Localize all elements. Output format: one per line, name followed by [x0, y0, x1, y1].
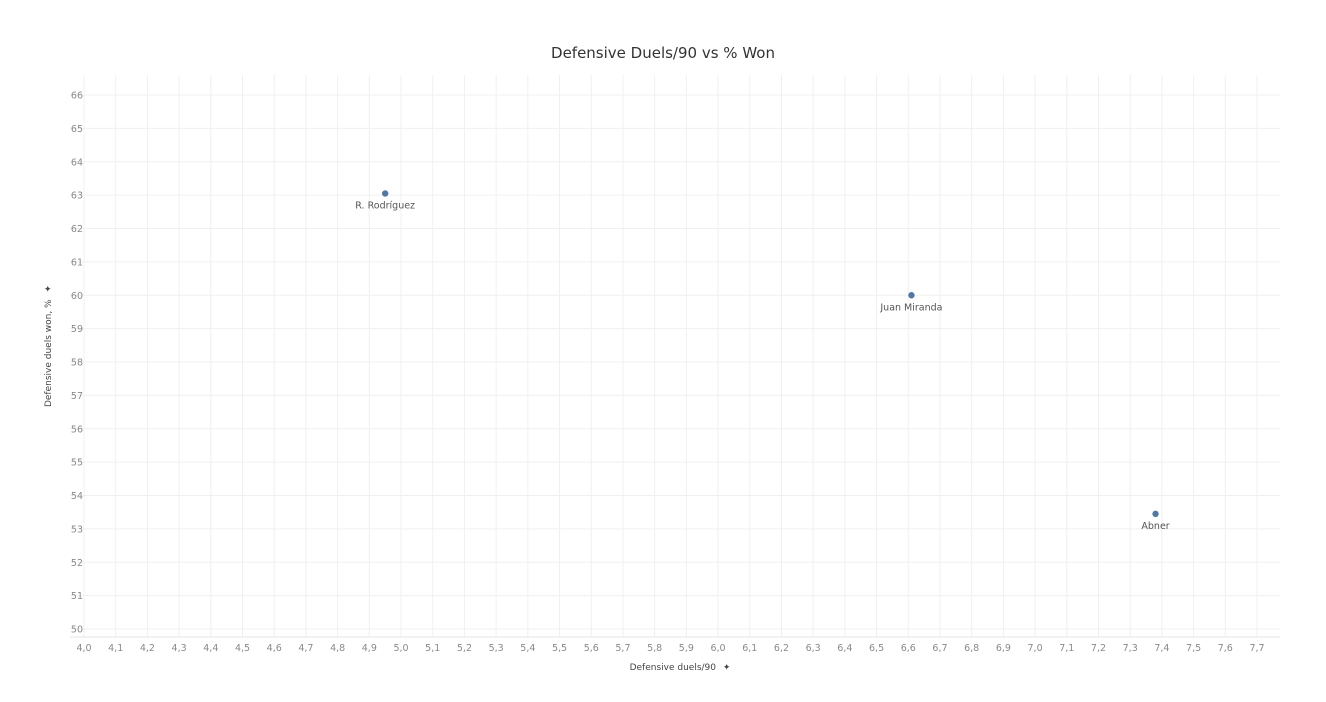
x-tick-label: 4,9	[362, 643, 377, 654]
y-tick-label: 54	[71, 491, 83, 502]
y-axis-label-marker: ✦	[44, 285, 54, 293]
x-tick-label: 7,6	[1218, 643, 1233, 654]
x-tick-label: 6,1	[742, 643, 757, 654]
y-tick-label: 63	[71, 191, 83, 202]
y-tick-label: 62	[71, 224, 83, 235]
data-points: R. Rodríguez Juan Miranda Abner	[355, 190, 1170, 532]
x-tick-label: 4,2	[140, 643, 155, 654]
x-tick-label: 6,6	[901, 643, 916, 654]
y-tick-label: 53	[71, 524, 83, 535]
y-tick-label: 66	[71, 91, 83, 102]
x-tick-label: 6,8	[964, 643, 979, 654]
x-tick-label: 7,0	[1028, 643, 1043, 654]
x-tick-label: 5,2	[457, 643, 472, 654]
x-tick-label: 6,5	[869, 643, 884, 654]
x-tick-label: 6,0	[710, 643, 725, 654]
x-tick-label: 4,6	[267, 643, 282, 654]
chart-title: Defensive Duels/90 vs % Won	[551, 44, 775, 62]
data-point-label: R. Rodríguez	[355, 200, 415, 211]
y-tick-label: 58	[71, 358, 83, 369]
x-tick-label: 7,5	[1186, 643, 1201, 654]
x-tick-label: 5,8	[647, 643, 662, 654]
data-point[interactable]	[908, 292, 915, 299]
x-tick-label: 5,3	[489, 643, 504, 654]
x-tick-label: 5,6	[584, 643, 599, 654]
y-axis-ticks: 50 51 52 53 54 55 56 57 58 59 60 61 62 63 64 65 66	[71, 91, 83, 636]
y-tick-label: 59	[71, 324, 83, 335]
x-tick-label: 4,8	[330, 643, 345, 654]
y-tick-label: 64	[71, 157, 83, 168]
x-tick-label: 4,5	[235, 643, 250, 654]
data-point[interactable]	[381, 190, 389, 197]
y-tick-label: 50	[71, 625, 83, 636]
data-point-label: Juan Miranda	[879, 302, 942, 313]
x-tick-label: 4,1	[108, 643, 123, 654]
grid	[70, 75, 1280, 638]
y-tick-label: 51	[71, 591, 83, 602]
x-tick-label: 7,2	[1091, 643, 1106, 654]
x-tick-label: 4,0	[76, 643, 91, 654]
data-point[interactable]	[1152, 510, 1159, 518]
y-tick-label: 65	[71, 124, 83, 135]
x-axis-label-marker: ✦	[723, 663, 731, 673]
y-tick-label: 56	[71, 424, 83, 435]
x-tick-label: 6,2	[774, 643, 789, 654]
x-tick-label: 7,7	[1249, 643, 1264, 654]
x-tick-label: 7,4	[1154, 643, 1169, 654]
x-tick-label: 7,3	[1123, 643, 1138, 654]
x-tick-label: 7,1	[1059, 643, 1074, 654]
x-tick-label: 4,3	[172, 643, 187, 654]
x-tick-label: 4,7	[298, 643, 313, 654]
x-tick-label: 5,7	[615, 643, 630, 654]
x-axis-ticks: 4,0 4,1 4,2 4,3 4,4 4,5 4,6 4,7 4,8 4,9 5,0 5,1 5,2 5…	[76, 643, 1264, 654]
y-axis-label: Defensive duels won, % ✦	[44, 285, 54, 408]
x-tick-label: 6,9	[996, 643, 1011, 654]
x-tick-label: 5,4	[520, 643, 535, 654]
x-tick-label: 5,5	[552, 643, 567, 654]
x-tick-label: 4,4	[203, 643, 218, 654]
y-tick-label: 61	[71, 257, 83, 268]
x-tick-label: 5,0	[393, 643, 408, 654]
y-tick-label: 57	[71, 391, 83, 402]
y-tick-label: 55	[71, 458, 83, 469]
x-tick-label: 6,3	[806, 643, 821, 654]
x-tick-label: 6,4	[837, 643, 852, 654]
x-axis-label: Defensive duels/90 ✦	[630, 663, 731, 673]
y-tick-label: 52	[71, 558, 83, 569]
x-tick-label: 5,9	[679, 643, 694, 654]
x-tick-label: 6,7	[932, 643, 947, 654]
data-point-label: Abner	[1141, 521, 1169, 532]
x-tick-label: 5,1	[425, 643, 440, 654]
y-tick-label: 60	[71, 291, 83, 302]
